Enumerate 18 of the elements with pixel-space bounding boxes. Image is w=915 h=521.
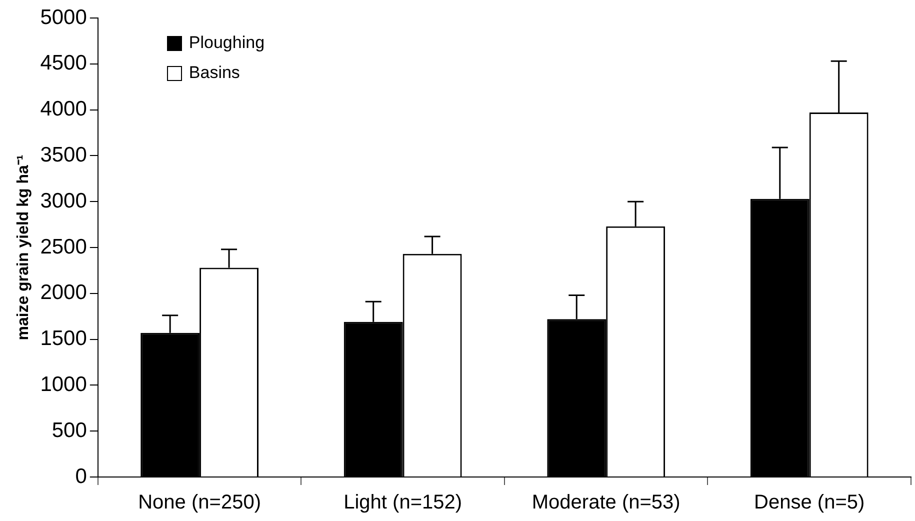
legend-label: Ploughing	[188, 32, 265, 54]
y-tick-label: 500	[52, 418, 87, 442]
y-tick-label: 4000	[40, 98, 87, 121]
x-tick-label: Dense (n=5)	[754, 492, 865, 514]
y-tick-label: 2500	[40, 235, 87, 258]
y-tick-label: 1000	[40, 372, 87, 396]
x-tick-label: Moderate (n=53)	[532, 492, 680, 514]
y-tick-label: 4500	[40, 52, 87, 75]
y-tick-label: 3000	[40, 189, 87, 212]
x-tick-label: Light (n=152)	[344, 492, 462, 514]
y-tick-label: 5000	[40, 6, 87, 29]
y-tick-label: 0	[75, 464, 87, 488]
y-axis-title: maize grain yield kg ha⁻¹	[15, 154, 32, 340]
y-tick-label: 1500	[40, 327, 87, 350]
y-tick-label: 3500	[40, 143, 87, 166]
legend-label: Basins	[188, 62, 240, 84]
x-tick-label: None (n=250)	[138, 492, 261, 514]
y-tick-label: 2000	[40, 281, 87, 304]
